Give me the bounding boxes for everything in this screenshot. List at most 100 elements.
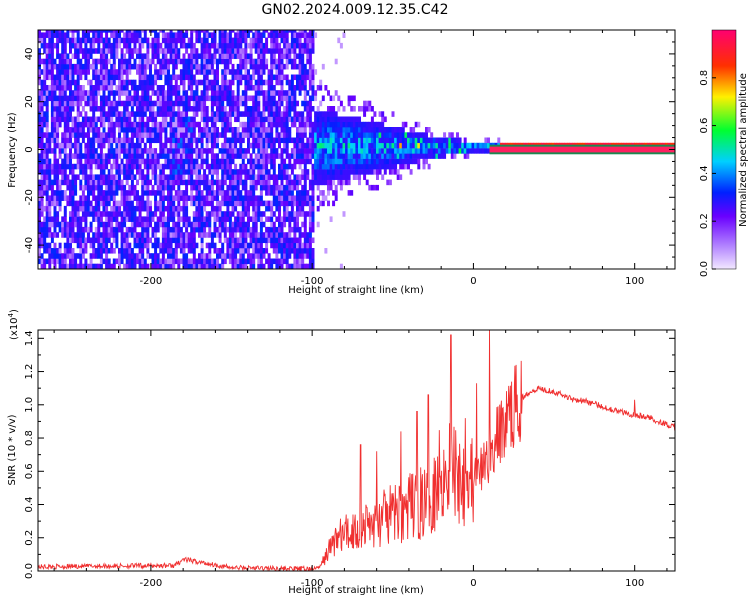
spectrogram-cell — [130, 200, 134, 207]
spectrogram-cell — [87, 127, 90, 133]
spectrogram-cell — [123, 221, 127, 228]
spectrogram-cell — [218, 263, 222, 269]
spectrogram-cell — [94, 100, 98, 107]
spectrogram-cell — [50, 42, 54, 49]
spectrogram-cell — [334, 153, 338, 159]
spectrogram-cell — [443, 153, 447, 159]
spectrogram-cell — [262, 137, 266, 144]
spectrogram-cell — [296, 211, 299, 217]
spectrogram-cell — [130, 132, 134, 138]
spectrogram-cell — [105, 79, 109, 86]
spectrogram-cell — [164, 90, 168, 96]
y-tick-label: 0.6 — [24, 463, 35, 479]
spectrogram-cell — [272, 74, 276, 81]
spectrogram-cell — [239, 248, 243, 254]
spectrogram-cell — [484, 137, 488, 144]
spectrogram-cell — [373, 153, 377, 159]
spectrogram-cell — [138, 216, 142, 222]
spectrogram-cell — [74, 30, 78, 33]
spectrogram-cell — [265, 30, 269, 33]
spectrogram-cell — [81, 184, 85, 191]
spectrogram-cell — [308, 116, 312, 123]
spectrogram-cell — [118, 95, 121, 102]
spectrogram-cell — [200, 132, 204, 138]
spectrogram-cell — [241, 53, 245, 59]
spectrogram-cell — [156, 216, 160, 222]
spectrogram-cell — [296, 200, 299, 207]
spectrogram-cell — [332, 190, 336, 196]
spectrogram-cell — [74, 221, 78, 228]
spectrogram-cell — [81, 85, 85, 91]
spectrogram-cell — [272, 153, 276, 159]
spectrogram-cell — [84, 37, 88, 44]
spectrogram-cell — [112, 106, 116, 112]
spectrogram-cell — [487, 137, 490, 144]
spectrogram-cell — [208, 200, 212, 207]
spectrogram-cell — [422, 142, 426, 149]
spectrogram-cell — [278, 137, 281, 144]
spectrogram-cell — [118, 174, 121, 180]
spectrogram-cell — [159, 205, 163, 212]
spectrogram-cell — [252, 221, 256, 228]
spectrogram-cell — [298, 153, 302, 159]
spectrogram-cell — [99, 53, 103, 59]
spectrogram-cell — [228, 248, 232, 254]
spectrogram-cell — [249, 242, 253, 249]
spectrogram-cell — [218, 148, 222, 154]
spectrogram-cell — [283, 148, 287, 154]
spectrogram-cell — [136, 53, 139, 59]
spectrogram-cell — [63, 258, 67, 265]
spectrogram-cell — [63, 153, 67, 159]
spectrogram-cell — [94, 79, 98, 86]
spectrogram-cell — [92, 242, 96, 249]
spectrogram-cell — [347, 132, 351, 138]
spectrogram-cell — [301, 211, 305, 217]
spectrogram-cell — [200, 253, 204, 259]
spectrogram-cell — [97, 232, 101, 238]
spectrogram-cell — [172, 58, 176, 65]
spectrogram-cell — [259, 121, 263, 128]
spectrogram-cell — [154, 200, 158, 207]
spectrogram-cell — [97, 195, 101, 201]
spectrogram-cell — [298, 253, 302, 259]
spectrogram-cell — [216, 169, 219, 175]
spectrogram-cell — [228, 127, 232, 133]
spectrogram-cell — [40, 121, 44, 128]
spectrogram-cell — [254, 121, 258, 128]
spectrogram-cell — [316, 148, 320, 154]
spectrogram-cell — [249, 174, 253, 180]
spectrogram-cell — [321, 163, 325, 170]
spectrogram-cell — [342, 106, 346, 112]
spectrogram-cell — [267, 106, 271, 112]
spectrogram-cell — [404, 142, 408, 149]
spectrogram-cell — [45, 211, 49, 217]
spectrogram-cell — [270, 42, 274, 49]
spectrogram-cell — [167, 195, 170, 201]
spectrogram-cell — [156, 32, 160, 38]
spectrogram-cell — [283, 200, 287, 207]
spectrogram-cell — [231, 100, 235, 107]
spectrogram-cell — [92, 184, 96, 191]
spectrogram-cell — [283, 30, 287, 33]
spectrogram-cell — [40, 111, 44, 117]
spectrogram-cell — [56, 85, 60, 91]
spectrogram-cell — [136, 127, 139, 133]
spectrogram-cell — [81, 48, 85, 54]
spectrogram-cell — [56, 184, 60, 191]
spectrogram-cell — [278, 237, 281, 244]
spectrogram-cell — [169, 90, 173, 96]
spectrogram-cell — [112, 121, 116, 128]
spectrogram-cell — [223, 37, 227, 44]
spectrogram-cell — [329, 132, 333, 138]
spectrogram-cell — [355, 169, 359, 175]
spectrogram-cell — [81, 242, 85, 249]
spectrogram-cell — [203, 37, 207, 44]
spectrogram-cell — [156, 153, 160, 159]
spectrogram-cell — [141, 137, 145, 144]
spectrogram-cell — [125, 74, 129, 81]
spectrogram-cell — [474, 148, 478, 154]
spectrogram-cell — [288, 263, 292, 269]
spectrogram-cell — [84, 174, 88, 180]
spectrogram-cell — [154, 179, 158, 186]
spectrogram-cell — [347, 169, 351, 175]
